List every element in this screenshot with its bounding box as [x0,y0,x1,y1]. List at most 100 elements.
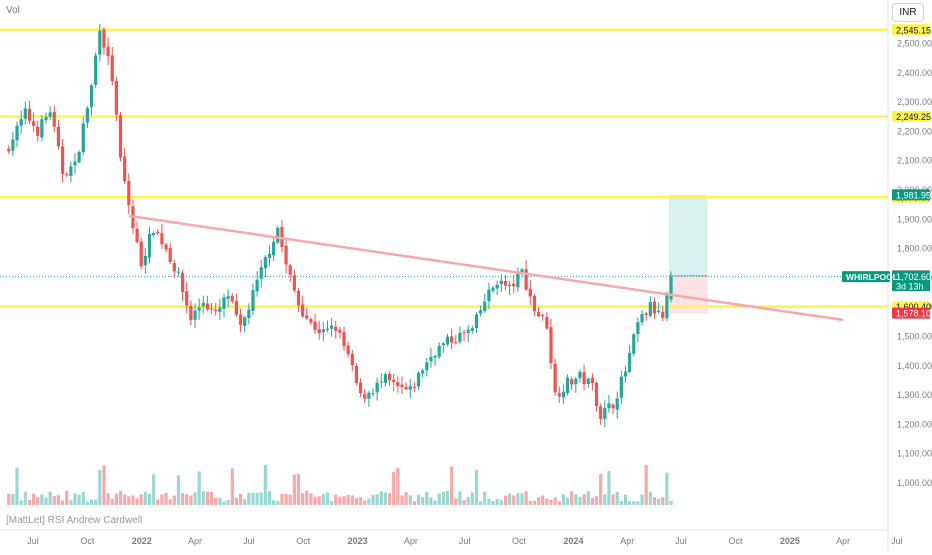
candle-body[interactable] [27,108,32,121]
candle-body[interactable] [267,254,272,258]
candle-body[interactable] [371,393,375,395]
candle-body[interactable] [661,311,665,318]
candle-body[interactable] [561,391,565,398]
candle-body[interactable] [574,378,578,385]
candle-body[interactable] [404,387,408,390]
candle-body[interactable] [470,328,474,331]
candle-body[interactable] [648,301,652,316]
price-tag-target[interactable]: 1,981.95 [892,189,931,201]
candle-body[interactable] [433,355,437,358]
candle-body[interactable] [338,329,342,333]
candle-body[interactable] [416,372,421,387]
candle-body[interactable] [11,139,15,151]
symbol-last-price-tag[interactable]: WHIRLPOOL [842,271,898,283]
candle-body[interactable] [251,290,255,311]
candle-body[interactable] [516,272,520,288]
candle-body[interactable] [31,121,36,126]
candle-body[interactable] [524,269,528,290]
candle-body[interactable] [98,30,102,55]
indicator-label[interactable]: [MattLet] RSI Andrew Cardwell [6,515,143,526]
candle-body[interactable] [636,322,640,334]
price-tag-stop[interactable]: 1,578.10 [892,307,931,319]
candle-body[interactable] [350,353,354,366]
candle-body[interactable] [607,403,611,409]
candle-body[interactable] [412,386,416,388]
candle-body[interactable] [189,305,193,321]
candle-body[interactable] [454,342,458,344]
candle-body[interactable] [89,85,94,107]
candle-body[interactable] [445,336,450,345]
candle-body[interactable] [238,314,243,325]
level-price-tag[interactable]: 2,249.25 [892,110,931,122]
candle-body[interactable] [114,80,118,115]
candle-body[interactable] [77,152,81,163]
candle-body[interactable] [665,293,669,319]
candle-body[interactable] [139,241,143,267]
candle-body[interactable] [214,309,218,312]
candle-body[interactable] [44,117,48,121]
candle-body[interactable] [570,379,574,385]
candle-body[interactable] [491,287,495,291]
candle-body[interactable] [387,374,392,381]
candle-body[interactable] [383,374,388,383]
candle-body[interactable] [168,248,172,262]
candle-body[interactable] [632,334,636,354]
candle-body[interactable] [135,228,139,243]
level-price-tag[interactable]: 2,545.15 [892,24,931,36]
candle-body[interactable] [425,362,429,371]
candle-body[interactable] [301,304,305,317]
candle-body[interactable] [628,352,632,372]
candle-body[interactable] [611,404,615,409]
candle-body[interactable] [541,315,545,317]
candle-body[interactable] [528,288,532,297]
candle-body[interactable] [669,276,673,300]
candle-body[interactable] [176,271,181,273]
candle-body[interactable] [458,332,462,342]
candle-body[interactable] [507,284,512,286]
candle-body[interactable] [209,308,214,310]
candle-body[interactable] [15,125,19,141]
candle-body[interactable] [396,382,400,386]
candle-body[interactable] [640,314,644,323]
candle-body[interactable] [218,307,222,312]
candle-body[interactable] [334,326,338,331]
candle-body[interactable] [615,398,619,410]
candle-body[interactable] [60,146,65,174]
candle-body[interactable] [408,386,412,390]
candle-body[interactable] [656,310,661,313]
candle-body[interactable] [85,108,89,123]
candle-body[interactable] [263,257,267,269]
candle-body[interactable] [147,233,152,258]
candle-body[interactable] [346,345,350,355]
candle-body[interactable] [296,291,301,306]
candle-body[interactable] [65,174,69,176]
candle-body[interactable] [185,291,189,306]
candle-body[interactable] [358,382,363,394]
candle-body[interactable] [201,302,205,307]
candle-body[interactable] [582,372,586,385]
candle-body[interactable] [164,244,168,250]
candle-body[interactable] [603,408,607,419]
candle-body[interactable] [94,55,98,85]
candle-body[interactable] [19,119,23,126]
candle-body[interactable] [172,263,176,272]
candle-body[interactable] [594,382,599,407]
candle-body[interactable] [317,329,321,334]
candle-body[interactable] [375,382,379,393]
candle-body[interactable] [599,406,603,420]
candle-body[interactable] [330,325,334,329]
candle-body[interactable] [40,119,44,138]
candle-body[interactable] [590,377,594,384]
candle-body[interactable] [276,227,280,243]
candle-body[interactable] [545,316,549,329]
candle-body[interactable] [23,108,27,119]
candle-body[interactable] [197,307,201,311]
candle-body[interactable] [644,313,648,316]
candle-body[interactable] [247,309,251,319]
candle-body[interactable] [52,111,56,127]
candle-body[interactable] [450,336,454,343]
candle-body[interactable] [474,314,479,329]
candle-body[interactable] [479,310,483,314]
